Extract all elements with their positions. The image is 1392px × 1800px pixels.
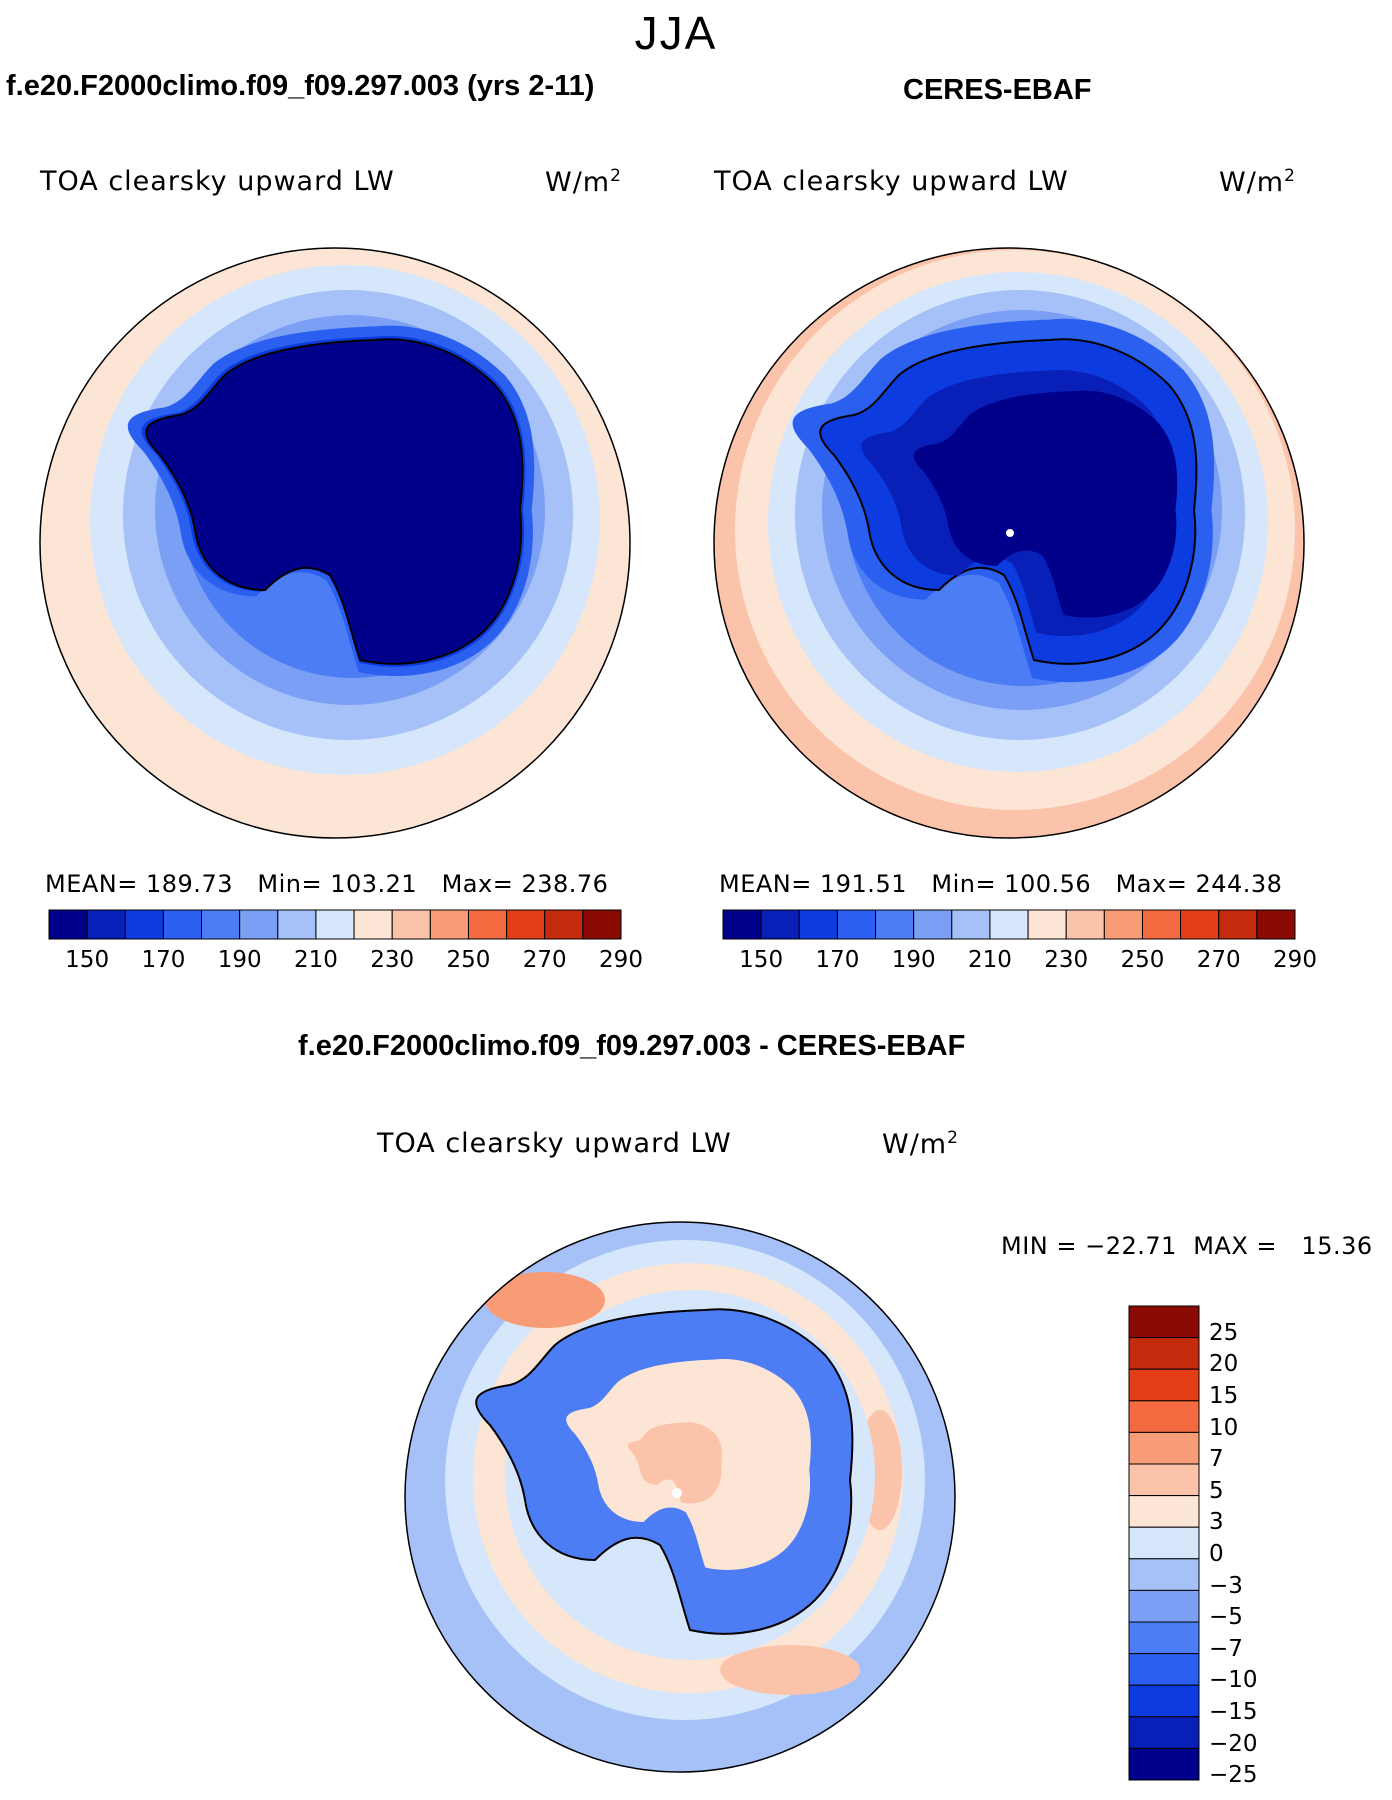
diff-colorbar-tick-label: −5 — [1209, 1604, 1243, 1631]
obs-colorbar-swatch — [722, 909, 762, 940]
diff-colorbar-tick-label: −3 — [1209, 1572, 1243, 1599]
model-colorbar-swatch — [162, 909, 203, 940]
model-colorbar-swatch — [277, 909, 317, 940]
diff-colorbar-tick-label: −15 — [1209, 1699, 1258, 1725]
obs-colorbar-swatch — [798, 909, 838, 940]
model-colorbar-swatch — [391, 909, 431, 940]
obs-colorbar-tick-label: 290 — [1273, 947, 1317, 973]
diff-colorbar-swatch — [1128, 1526, 1200, 1560]
diff-colorbar-tick-label: 5 — [1209, 1477, 1224, 1504]
diff-colorbar-swatch — [1128, 1337, 1200, 1370]
model-colorbar-tick-label: 210 — [293, 947, 338, 973]
model-colorbar-tick-label: 290 — [599, 947, 643, 973]
obs-colorbar-tick-label: 170 — [815, 947, 860, 973]
diff-colorbar-swatch — [1128, 1463, 1200, 1497]
obs-map-border — [713, 247, 1305, 839]
model-colorbar-tick-label: 190 — [217, 947, 262, 973]
diff-colorbar-swatch — [1128, 1747, 1200, 1781]
obs-field-label: TOA clearsky upward LW — [714, 166, 1069, 197]
model-panel-title: f.e20.F2000climo.f09_f09.297.003 (yrs 2-… — [6, 70, 595, 102]
model-colorbar-tick-label: 250 — [446, 947, 491, 973]
diff-colorbar-swatch — [1128, 1558, 1200, 1591]
model-colorbar-swatch — [582, 909, 622, 940]
model-colorbar — [48, 909, 622, 940]
diff-colorbar-tick-label: −25 — [1209, 1762, 1258, 1789]
obs-colorbar-swatch — [1065, 909, 1105, 940]
obs-colorbar-tick-label: 250 — [1120, 947, 1165, 973]
diff-colorbar-tick-label: 15 — [1209, 1383, 1239, 1409]
diff-colorbar-swatch — [1128, 1305, 1200, 1339]
diff-map — [405, 1222, 955, 1772]
model-colorbar-tick-label: 230 — [370, 947, 415, 973]
model-colorbar-tick-label: 170 — [141, 947, 186, 973]
diff-colorbar-swatch — [1128, 1368, 1200, 1402]
diff-colorbar-tick-label: 7 — [1209, 1446, 1224, 1473]
diff-colorbar-tick-label: −20 — [1209, 1730, 1258, 1757]
diff-colorbar-swatch — [1128, 1495, 1200, 1528]
obs-colorbar-swatch — [836, 909, 877, 940]
diff-colorbar-tick-label: −10 — [1209, 1667, 1258, 1694]
diff-colorbar-swatch — [1128, 1621, 1200, 1655]
model-map-border — [39, 247, 631, 839]
obs-colorbar-swatch — [1218, 909, 1258, 940]
diff-map-border — [404, 1221, 956, 1773]
diff-colorbar — [1128, 1305, 1200, 1781]
diff-colorbar-swatch — [1128, 1653, 1200, 1686]
model-colorbar-swatch — [239, 909, 279, 940]
obs-colorbar-tick-label: 150 — [739, 947, 784, 973]
diff-colorbar-tick-label: 0 — [1209, 1541, 1224, 1567]
model-colorbar-swatch — [544, 909, 584, 940]
obs-colorbar-swatch — [760, 909, 800, 940]
model-colorbar-tick-label: 270 — [522, 947, 567, 973]
diff-colorbar-tick-label: 20 — [1209, 1351, 1239, 1378]
model-colorbar-swatch — [353, 909, 393, 940]
diff-units-label: W/m2 — [882, 1128, 959, 1160]
model-colorbar-swatch — [315, 909, 355, 940]
model-field-label: TOA clearsky upward LW — [40, 166, 395, 197]
obs-colorbar-swatch — [1027, 909, 1067, 940]
model-units-label: W/m2 — [545, 166, 622, 198]
model-colorbar-swatch — [467, 909, 508, 940]
obs-colorbar-swatch — [1141, 909, 1182, 940]
obs-map — [714, 248, 1304, 838]
diff-colorbar-swatch — [1128, 1400, 1200, 1433]
obs-colorbar-swatch — [1256, 909, 1296, 940]
diff-field-label: TOA clearsky upward LW — [377, 1128, 732, 1159]
diff-minmax: MIN = −22.71 MAX = 15.36 — [1001, 1232, 1373, 1260]
diff-colorbar-swatch — [1128, 1716, 1200, 1749]
diff-colorbar-tick-label: 10 — [1209, 1414, 1239, 1441]
model-colorbar-swatch — [429, 909, 469, 940]
obs-colorbar-swatch — [1180, 909, 1220, 940]
obs-panel-title: CERES-EBAF — [903, 74, 1092, 106]
diff-colorbar-swatch — [1128, 1684, 1200, 1718]
obs-colorbar-swatch — [989, 909, 1029, 940]
obs-colorbar-swatch — [951, 909, 991, 940]
model-colorbar-swatch — [506, 909, 546, 940]
obs-colorbar-swatch — [913, 909, 953, 940]
diff-colorbar-tick-label: −7 — [1209, 1635, 1243, 1662]
obs-stats: MEAN= 191.51 Min= 100.56 Max= 244.38 — [719, 870, 1283, 898]
diff-colorbar-tick-label: 3 — [1209, 1509, 1224, 1536]
obs-colorbar-swatch — [875, 909, 915, 940]
diff-panel-title: f.e20.F2000climo.f09_f09.297.003 - CERES… — [298, 1030, 966, 1062]
diff-colorbar-tick-label: 25 — [1209, 1319, 1239, 1346]
diff-colorbar-swatch — [1128, 1431, 1200, 1465]
model-colorbar-swatch — [86, 909, 126, 940]
obs-colorbar-tick-label: 230 — [1044, 947, 1089, 973]
diff-colorbar-swatch — [1128, 1589, 1200, 1623]
model-stats: MEAN= 189.73 Min= 103.21 Max= 238.76 — [45, 870, 609, 898]
obs-colorbar-swatch — [1103, 909, 1143, 940]
season-title: JJA — [634, 7, 718, 59]
obs-units-label: W/m2 — [1219, 166, 1296, 198]
model-map — [40, 248, 630, 838]
model-colorbar-tick-label: 150 — [65, 947, 110, 973]
obs-colorbar-tick-label: 210 — [967, 947, 1012, 973]
model-colorbar-swatch — [124, 909, 164, 940]
obs-colorbar-tick-label: 270 — [1196, 947, 1241, 973]
obs-colorbar — [722, 909, 1296, 940]
model-colorbar-swatch — [201, 909, 241, 940]
model-colorbar-swatch — [48, 909, 88, 940]
obs-colorbar-tick-label: 190 — [891, 947, 936, 973]
